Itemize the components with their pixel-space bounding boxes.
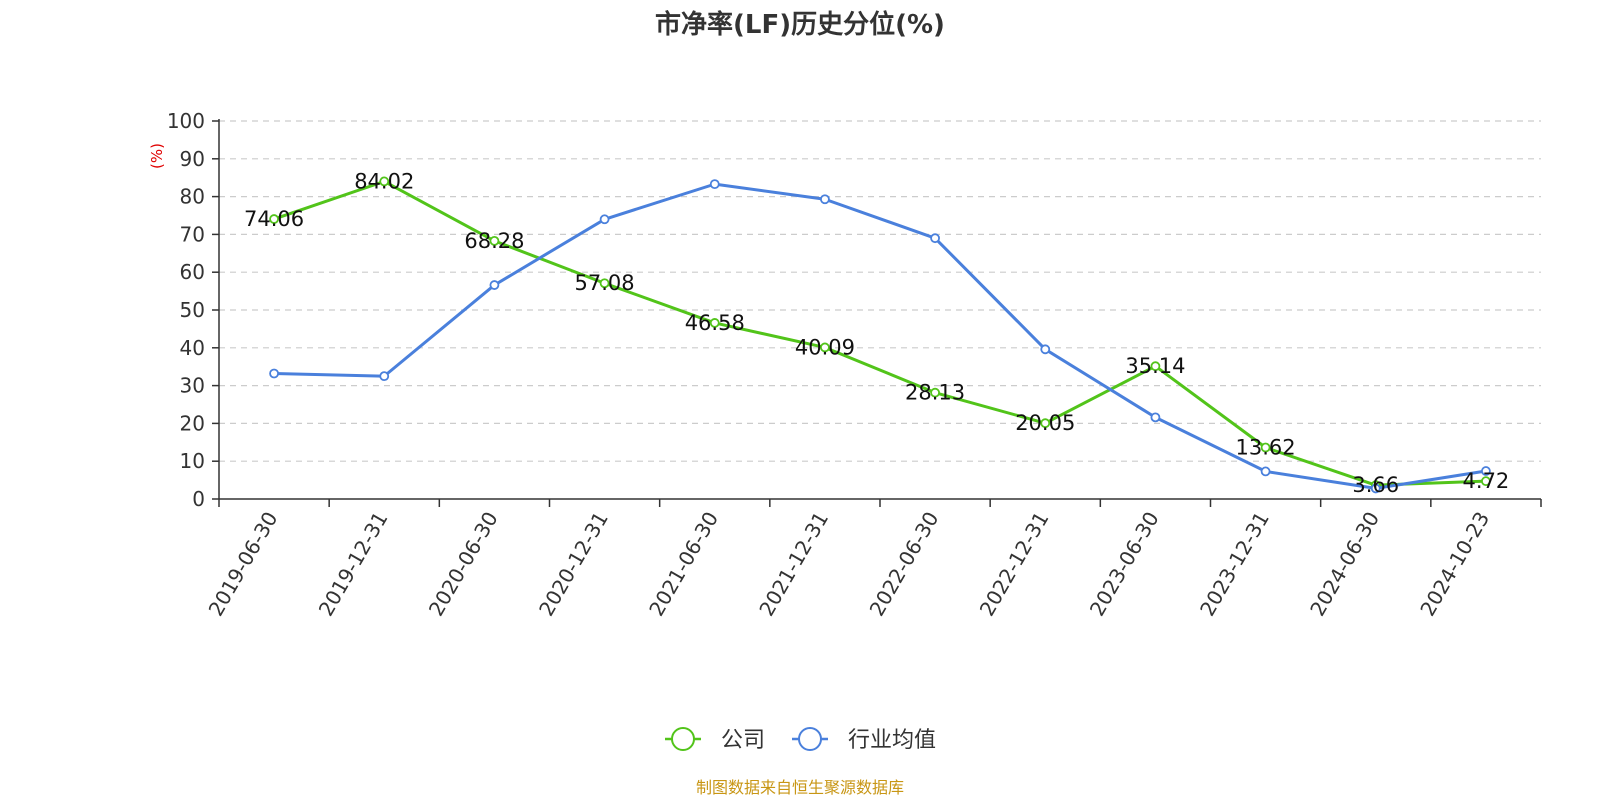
data-point-0	[709, 318, 720, 328]
series-line-1	[274, 182, 1487, 490]
series-layer	[269, 176, 1491, 494]
data-label: 35.14	[1125, 354, 1185, 378]
y-tick-label: 0	[192, 487, 205, 511]
legend-label-1: 行业均值	[848, 728, 936, 753]
data-point-1	[1370, 483, 1381, 494]
data-label: 20.05	[1015, 411, 1075, 435]
data-point-1	[709, 179, 720, 190]
data-label: 4.72	[1463, 469, 1510, 493]
y-tick-label: 50	[180, 298, 205, 322]
data-labels: 74.06 84.02 68.28 57.08 46.58 40.09 28.13 20.05…	[244, 169, 1509, 497]
data-point-1	[269, 368, 279, 379]
data-point-1	[820, 194, 830, 205]
y-tick-label: 10	[180, 449, 205, 473]
legend-marker-0	[671, 727, 695, 751]
data-point-1	[930, 233, 940, 244]
data-label: 28.13	[905, 381, 965, 405]
y-tick-label: 40	[180, 336, 205, 360]
y-tick-labels: 0 10 20 30 40 50 60 70 80 90 100	[167, 109, 205, 511]
x-tick-label: 2024-10-23	[1415, 508, 1494, 621]
y-tick-label: 20	[180, 411, 205, 435]
data-point-1	[489, 280, 500, 290]
data-label: 46.58	[685, 311, 745, 335]
x-tick-label: 2019-06-30	[204, 508, 283, 621]
data-point-0	[1481, 476, 1491, 487]
data-point-1	[1040, 344, 1051, 355]
x-tick-labels: 2019-06-30 2019-12-31 2020-06-30 2020-12-31…	[204, 507, 1495, 620]
legend-label-0: 公司	[721, 728, 765, 753]
y-tick-label: 60	[180, 260, 205, 284]
data-point-0	[599, 278, 610, 289]
x-tick-label: 2021-12-31	[754, 508, 833, 621]
data-point-0	[269, 214, 279, 224]
legend-marker-1	[798, 727, 822, 751]
data-label: 3.66	[1352, 473, 1399, 497]
data-point-1	[1260, 466, 1271, 477]
x-tick-label: 2023-12-31	[1195, 508, 1274, 621]
data-point-0	[820, 342, 830, 353]
data-point-0	[930, 387, 940, 398]
legend: 公司 行业均值	[665, 727, 936, 753]
data-point-0	[1260, 442, 1271, 453]
data-point-1	[379, 371, 390, 382]
y-tick-label: 70	[180, 222, 205, 246]
chart-title: 市净率(LF)历史分位(%)	[655, 9, 945, 40]
data-point-0	[489, 236, 500, 246]
data-label: 57.08	[575, 271, 635, 295]
y-tick-label: 30	[180, 374, 205, 398]
data-label: 40.09	[795, 335, 855, 359]
source-note: 制图数据来自恒生聚源数据库	[696, 778, 904, 797]
data-point-1	[1150, 412, 1161, 423]
axes	[212, 119, 1542, 507]
y-tick-label: 80	[180, 185, 205, 209]
data-point-0	[1040, 418, 1051, 429]
series-line-0	[273, 179, 1486, 487]
data-point-1	[599, 214, 610, 225]
y-tick-label: 90	[180, 147, 205, 171]
data-point-1	[1481, 466, 1491, 476]
x-tick-label: 2020-06-30	[424, 507, 503, 620]
data-label: 68.28	[464, 229, 524, 253]
x-tick-label: 2024-06-30	[1305, 508, 1384, 621]
data-label: 74.06	[244, 207, 304, 231]
x-tick-label: 2022-06-30	[865, 507, 944, 620]
grid-lines	[219, 120, 1541, 462]
data-point-0	[1150, 361, 1161, 372]
x-tick-label: 2022-12-31	[975, 508, 1054, 621]
y-tick-label: 100	[167, 109, 205, 133]
x-tick-label: 2023-06-30	[1085, 508, 1164, 621]
data-label: 84.02	[354, 169, 414, 193]
x-tick-label: 2021-06-30	[644, 508, 723, 621]
x-tick-label: 2019-12-31	[314, 508, 393, 621]
x-tick-label: 2020-12-31	[534, 508, 613, 621]
data-point-0	[379, 176, 390, 187]
data-label: 13.62	[1236, 436, 1296, 460]
y-axis-label: (%)	[148, 143, 166, 169]
